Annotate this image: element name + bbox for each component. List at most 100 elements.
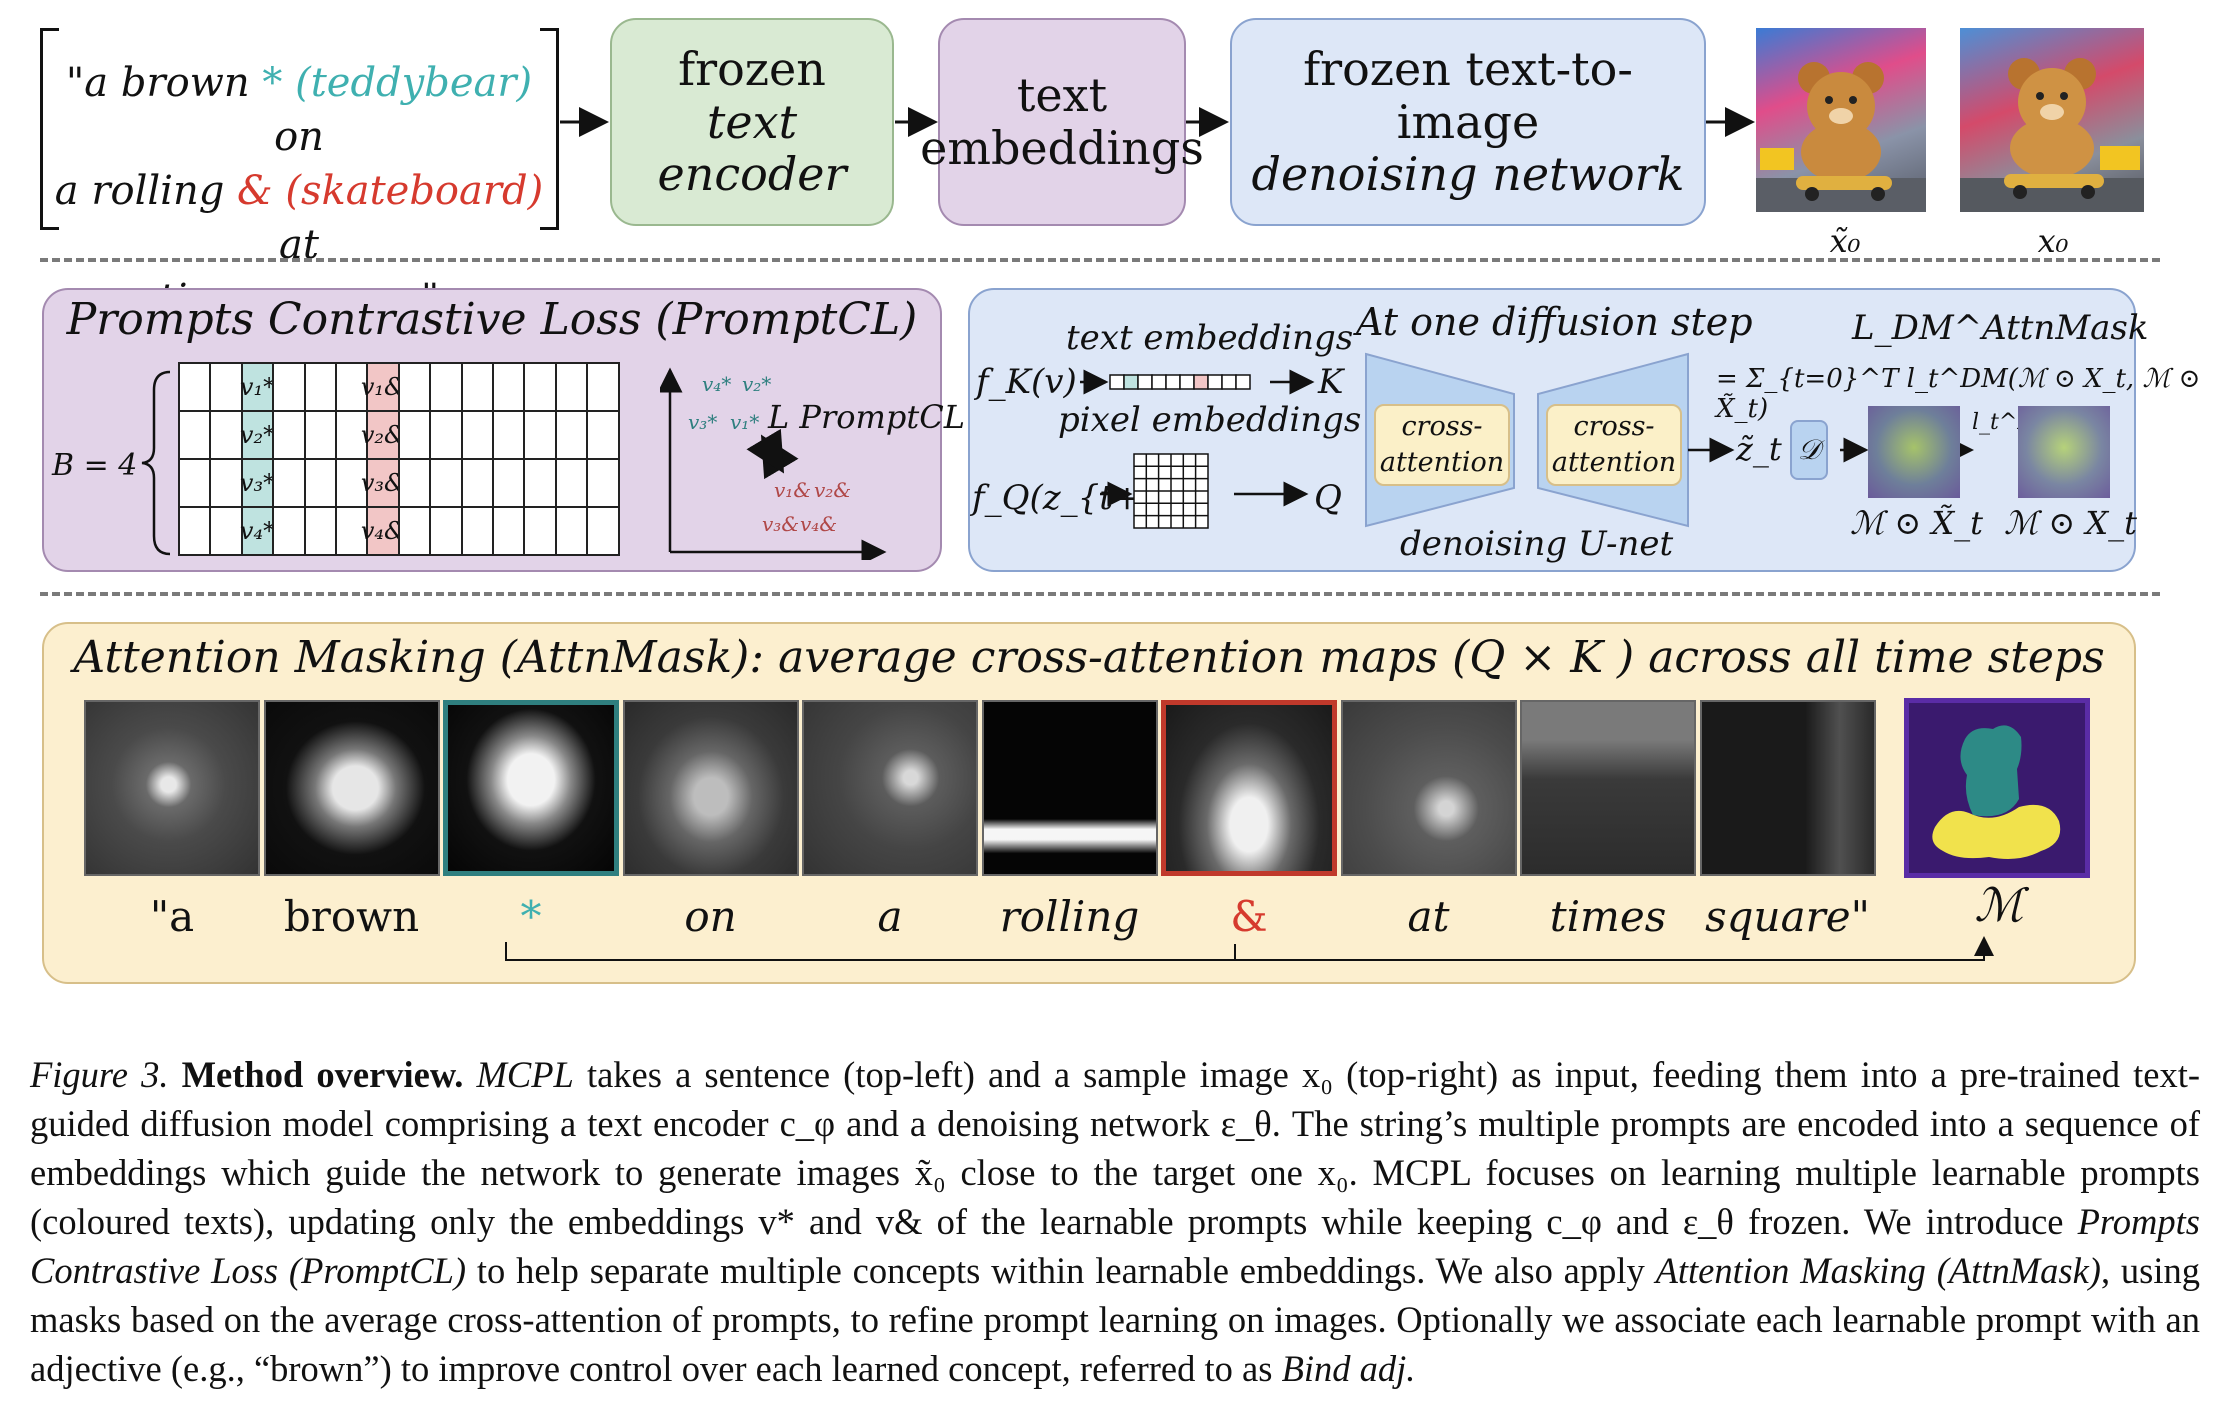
grid-cell: [303, 506, 337, 556]
mask-image: [1904, 698, 2090, 878]
token-label: times: [1549, 892, 1667, 941]
grid-cell: [209, 410, 243, 460]
label-x0: x₀: [2037, 222, 2069, 260]
grid-cell: [492, 458, 526, 508]
grid-cell: [586, 410, 620, 460]
grid-cell: [397, 362, 432, 412]
grid-cell: [460, 506, 494, 556]
v-amp-cell: v₃&: [361, 458, 405, 508]
token-label: "a: [149, 892, 195, 941]
scatter-amp-v1: v₁&: [774, 478, 812, 502]
grid-cell: [397, 506, 432, 556]
masked-target-label: ℳ ⊙ X_t: [2004, 504, 2138, 542]
attention-map: [981, 700, 1158, 876]
fk-label: f_K(v): [976, 362, 1077, 402]
scatter-star-v2: v₂*: [742, 372, 772, 396]
mask-bracket-arrow: [505, 936, 1994, 961]
grid-cell: [492, 506, 526, 556]
attention-map: [1340, 700, 1517, 876]
grid-cell: [397, 458, 432, 508]
grid-cell: [272, 458, 306, 508]
grid-cell: [492, 410, 526, 460]
text-embeddings-label: text embeddings: [1066, 318, 1354, 358]
prompt-bracket-left: [40, 28, 59, 230]
grid-cell: [460, 362, 494, 412]
embedding-grid: v₁* v₁& v₂* v₂& v₃* v₃& v₄* v₄&: [178, 362, 630, 558]
label-x0-tilde: x̃₀: [1829, 222, 1861, 260]
grid-cell: [335, 458, 369, 508]
grid-cell: [586, 458, 620, 508]
pixel-embeddings-label: pixel embeddings: [1058, 400, 1362, 440]
v-amp-cell: v₂&: [361, 410, 405, 460]
attention-map: [263, 700, 440, 876]
attnmask-title: Attention Masking (AttnMask): average cr…: [73, 632, 2105, 683]
grid-cell: [586, 362, 620, 412]
masked-generated-label: ℳ ⊙ X̃_t: [1850, 504, 1984, 542]
token-label: on: [684, 892, 737, 941]
v-amp-cell: v₄&: [361, 506, 405, 556]
grid-cell: [523, 458, 557, 508]
v-star-cell: v₂*: [240, 410, 275, 460]
grid-cell: [429, 362, 463, 412]
divider-middle: [40, 592, 2160, 596]
diffusion-step-title: At one diffusion step: [1356, 300, 1753, 344]
grid-cell: [429, 410, 463, 460]
grid-cell: [554, 362, 589, 412]
token-label: brown: [283, 892, 420, 941]
batch-brace: [141, 370, 171, 556]
scatter-star-v1: v₁*: [730, 410, 760, 434]
mask-label: ℳ: [1974, 878, 2024, 932]
decoder-d-box: 𝒟: [1790, 420, 1828, 480]
grid-cell: [523, 362, 557, 412]
key-embedding-row: [1080, 369, 1315, 395]
promptcl-loss-label: L PromptCL: [768, 398, 965, 436]
grid-cell: [554, 506, 589, 556]
cross-attention-right: cross-attention: [1546, 404, 1682, 486]
prompt-bracket-right: [540, 28, 559, 230]
grid-cell: [178, 362, 212, 412]
token-label: *: [520, 892, 542, 941]
grid-cell: [335, 506, 369, 556]
scatter-star-v4: v₄*: [702, 372, 732, 396]
q-label: Q: [1314, 478, 1342, 518]
grid-cell: [397, 410, 432, 460]
token-label: a: [877, 892, 903, 941]
grid-cell: [554, 458, 589, 508]
text-embeddings-box: text embeddings: [920, 18, 1204, 226]
target-image: [1960, 28, 2144, 212]
zt-label: z̃_t: [1736, 430, 1782, 468]
grid-cell: [554, 410, 589, 460]
token-label: &: [1230, 892, 1268, 941]
scatter-amp-v4: v₄&: [800, 512, 838, 536]
attnmask-loss-title: L_DM^AttnMask: [1852, 308, 2149, 348]
teddybear-skateboard-icon: [1756, 62, 1926, 212]
grid-cell: [523, 410, 557, 460]
frozen-text-encoder-box: frozen text encoder: [610, 18, 894, 226]
grid-cell: [178, 458, 212, 508]
grid-cell: [272, 506, 306, 556]
v-star-cell: v₄*: [240, 506, 275, 556]
masked-generated-image: [1868, 406, 1960, 498]
attention-map: [1699, 700, 1876, 876]
scatter-amp-v3: v₃&: [762, 512, 800, 536]
grid-cell: [429, 506, 463, 556]
mask-shape-icon: [1932, 725, 2061, 859]
grid-cell: [586, 506, 620, 556]
grid-cell: [523, 506, 557, 556]
grid-cell: [460, 410, 494, 460]
top-arrows: [560, 107, 1755, 137]
scatter-amp-v2: v₂&: [814, 478, 852, 502]
token-label: rolling: [999, 892, 1140, 941]
scatter-star-v3: v₃*: [688, 410, 718, 434]
attnmask-loss-formula: = Σ_{t=0}^T l_t^DM(ℳ ⊙ X_t, ℳ ⊙ X̃_t): [1716, 364, 2201, 424]
grid-cell: [272, 362, 306, 412]
grid-cell: [272, 410, 306, 460]
v-amp-cell: v₁&: [361, 362, 405, 412]
teddybear-skateboard-icon: [1960, 58, 2144, 212]
generated-image: [1756, 28, 1926, 212]
grid-cell: [303, 410, 337, 460]
attention-map: [622, 700, 799, 876]
figure-caption: Figure 3. Method overview. MCPL takes a …: [30, 1054, 2201, 1389]
attention-map: [84, 700, 260, 876]
attention-map-amp: [1161, 700, 1337, 876]
